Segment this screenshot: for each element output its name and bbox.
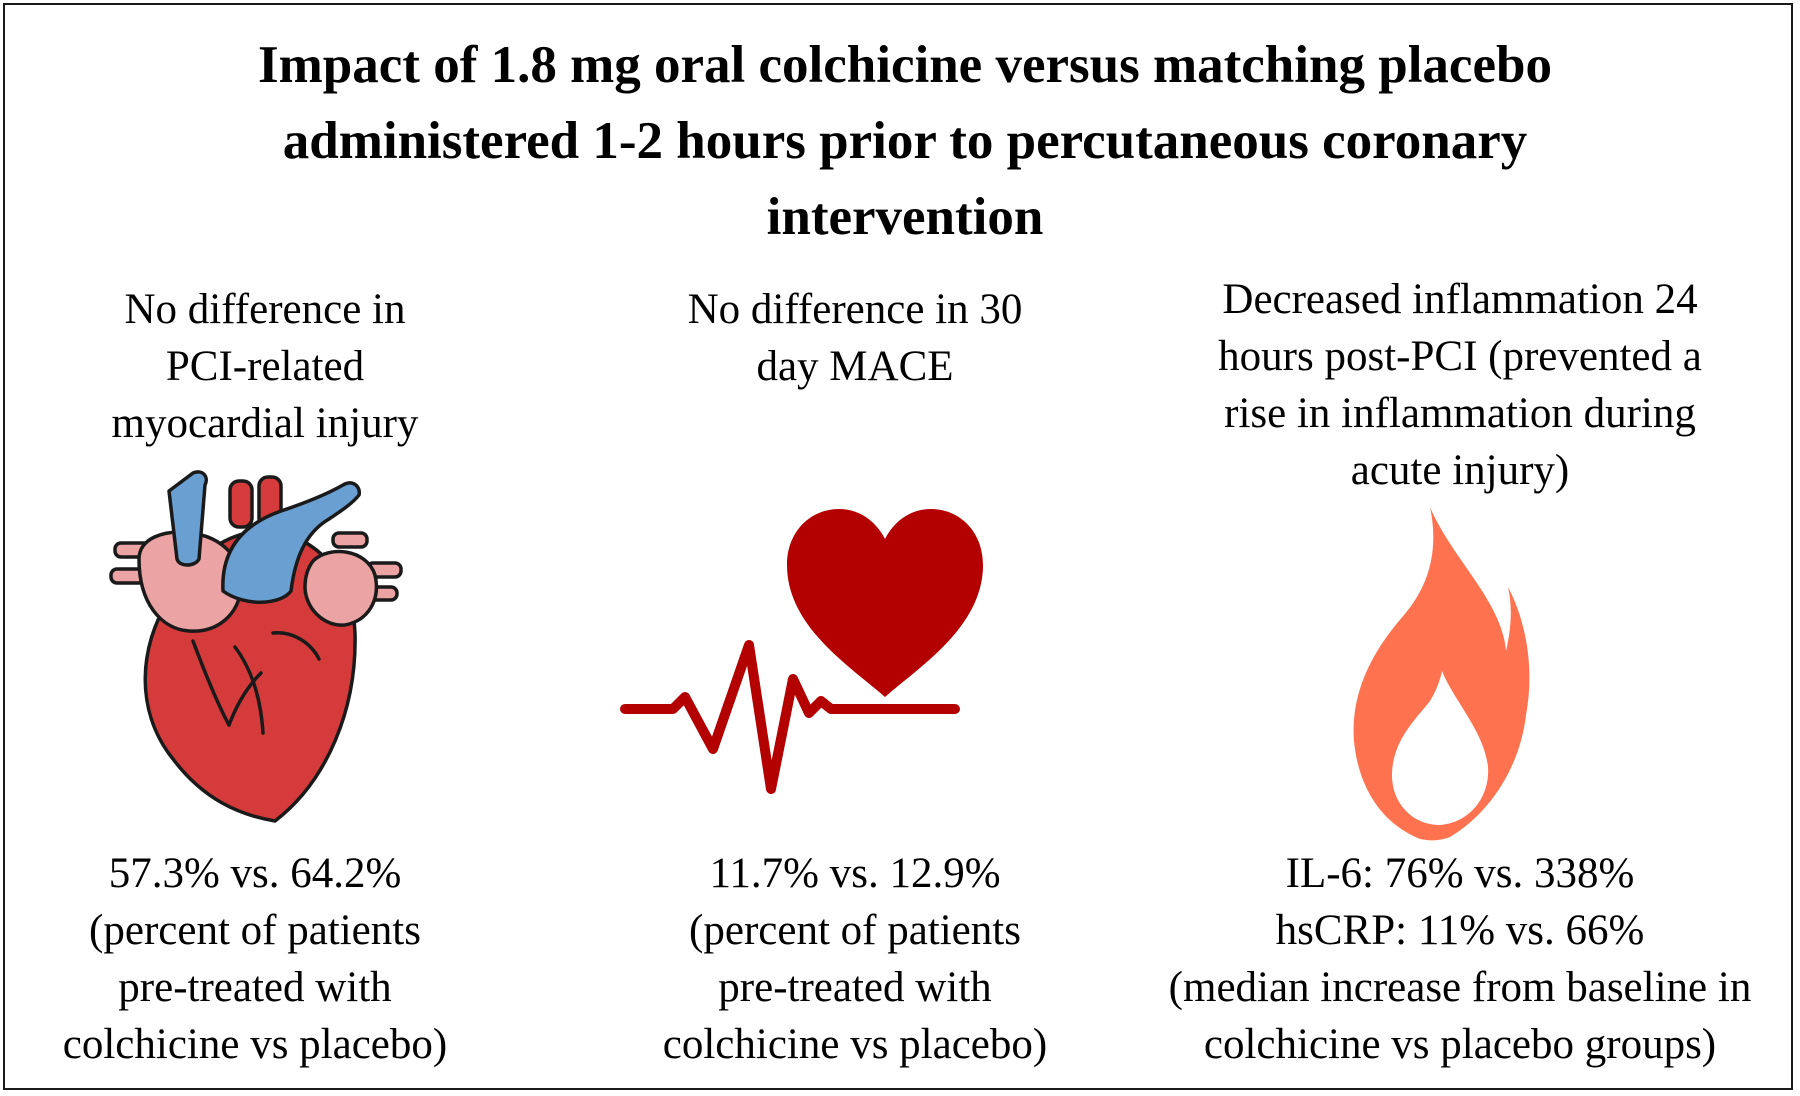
heading-line: Decreased inflammation 24 — [1222, 276, 1698, 323]
stat-note-line: colchicine vs placebo) — [662, 1021, 1048, 1068]
stat-note-line: colchicine vs placebo) — [62, 1021, 448, 1068]
heading-line: No difference in — [124, 286, 406, 333]
il6-stat: IL-6: 76% vs. 338% — [1285, 850, 1635, 897]
heading-line: rise in inflammation during — [1224, 390, 1696, 437]
heading-line: myocardial injury — [111, 400, 419, 447]
title-line: intervention — [766, 188, 1044, 246]
stat-note-line: pre-treated with — [718, 964, 992, 1011]
stat-value: 57.3% vs. 64.2% — [108, 850, 402, 897]
heading-line: day MACE — [756, 343, 954, 390]
stat-note-line: colchicine vs placebo groups) — [1203, 1021, 1717, 1068]
inflammation-heading: Decreased inflammation 24 hours post-PCI… — [1145, 271, 1775, 499]
stat-note-line: (median increase from baseline in — [1168, 964, 1752, 1011]
heading-line: PCI-related — [165, 343, 365, 390]
myocardial-injury-heading: No difference in PCI-related myocardial … — [65, 281, 465, 452]
title-line: administered 1-2 hours prior to percutan… — [282, 112, 1528, 170]
stat-value: 11.7% vs. 12.9% — [709, 850, 1001, 897]
flame-icon — [1353, 507, 1530, 841]
stat-note-line: (percent of patients — [689, 907, 1021, 954]
anatomical-heart-icon — [109, 470, 403, 823]
heart-pulse-icon — [620, 509, 983, 794]
infographic-frame: Impact of 1.8 mg oral colchicine versus … — [3, 3, 1793, 1090]
infographic-title: Impact of 1.8 mg oral colchicine versus … — [45, 27, 1765, 255]
stat-note-line: (percent of patients — [89, 907, 421, 954]
stat-note-line: pre-treated with — [118, 964, 392, 1011]
title-line: Impact of 1.8 mg oral colchicine versus … — [258, 36, 1552, 94]
heading-line: hours post-PCI (prevented a — [1218, 333, 1702, 380]
mace-heading: No difference in 30 day MACE — [635, 281, 1075, 395]
heading-line: No difference in 30 — [687, 286, 1023, 333]
myocardial-injury-stats: 57.3% vs. 64.2% (percent of patients pre… — [45, 845, 465, 1073]
heading-line: acute injury) — [1350, 447, 1570, 494]
hscrp-stat: hsCRP: 11% vs. 66% — [1275, 907, 1645, 954]
inflammation-stats: IL-6: 76% vs. 338% hsCRP: 11% vs. 66% (m… — [1135, 845, 1785, 1073]
mace-stats: 11.7% vs. 12.9% (percent of patients pre… — [635, 845, 1075, 1073]
